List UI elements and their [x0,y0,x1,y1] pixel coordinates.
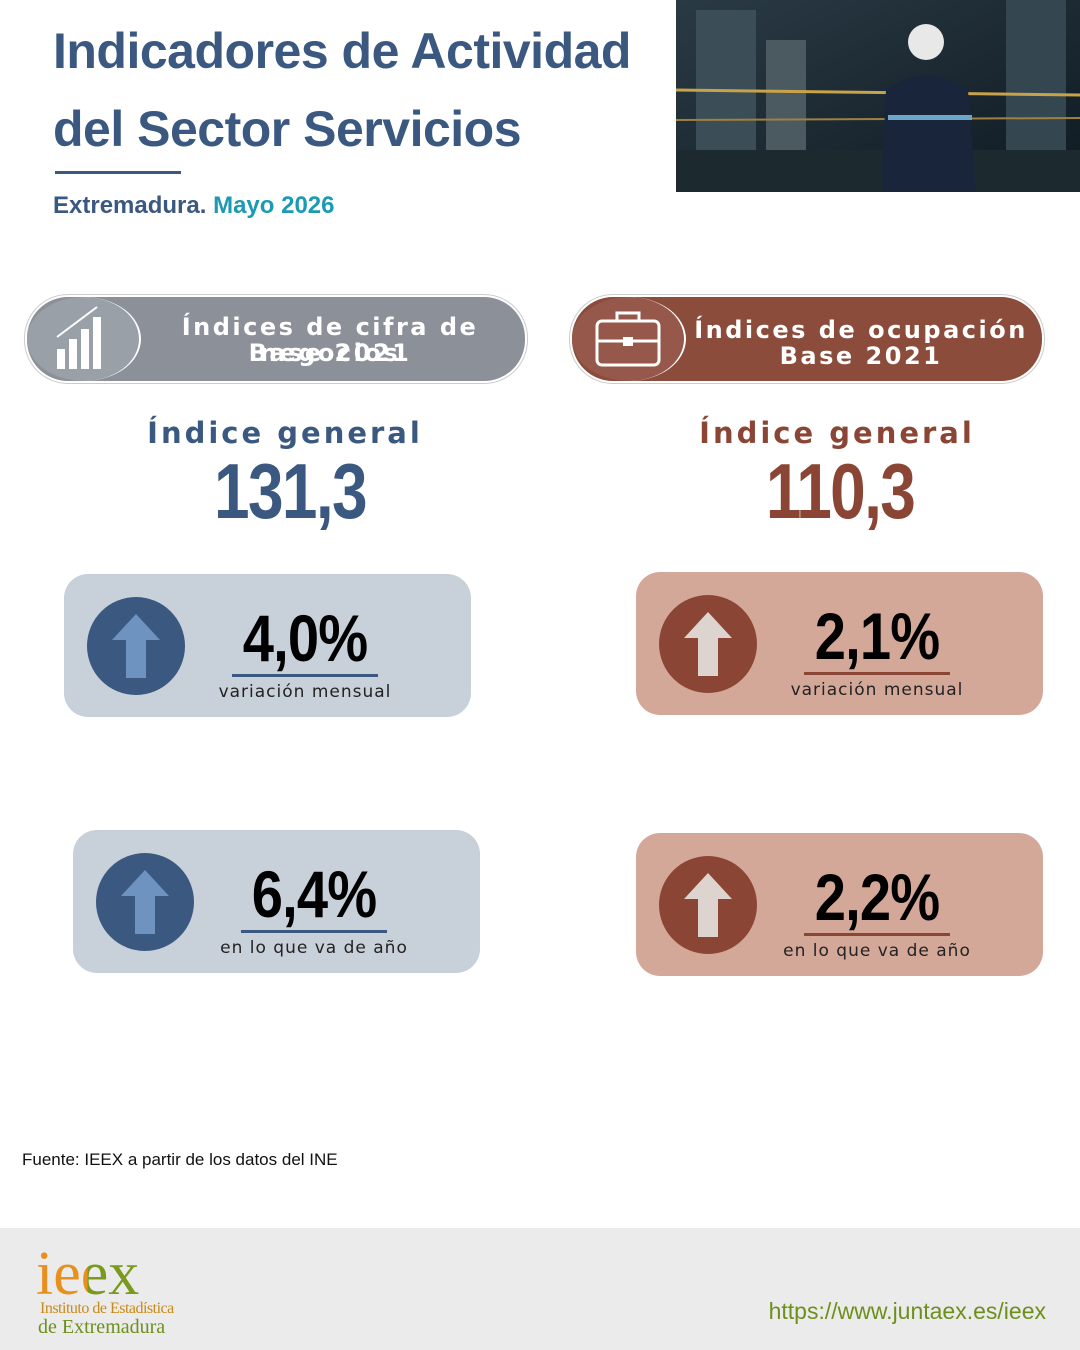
stat-label: en lo que va de año [220,938,408,958]
stat-rule [804,672,950,675]
index-value: 131,3 [214,447,368,535]
panel-header: Índices de ocupación Base 2021 [570,295,1044,383]
subtitle: Extremadura. Mayo 2026 [53,192,334,220]
panel-heading: Base 2021 [779,342,943,370]
index-label: Índice general [147,416,423,450]
chart-icon [56,306,101,369]
source: Fuente: IEEX a partir de los datos del I… [22,1150,338,1169]
stat-card: 2,2% en lo que va de año [636,833,1043,976]
index-value: 110,3 [765,447,916,535]
briefcase-icon [595,311,661,367]
up-arrow-icon [659,595,757,693]
period: Mayo 2026 [213,192,335,219]
stat-value: 6,4% [251,857,377,931]
panel-heading: Índices de cifra de negocios [181,313,479,367]
stat-label: en lo que va de año [783,941,971,961]
url: https://www.juntaex.es/ieex [768,1298,1046,1324]
stat-rule [804,933,950,936]
title-line: del Sector Servicios [53,101,522,157]
stat-label: variación mensual [218,682,392,702]
logo-line: de Extremadura [38,1316,166,1338]
up-arrow-icon [659,856,757,954]
title-line: Indicadores de Actividad [53,23,631,79]
logo: ieex [36,1240,139,1302]
panel-heading: Índices de ocupación [694,316,1028,344]
stat-label: variación mensual [790,680,964,700]
stat-value: 4,0% [242,601,368,675]
stat-rule [232,674,378,677]
icon-circle [572,297,686,381]
up-arrow-icon [96,853,194,951]
footer: ieex Instituto de Estadística de Extrema… [0,1228,1080,1350]
region: Extremadura. [53,192,207,219]
stat-card: 6,4% en lo que va de año [73,830,480,973]
stat-card: 4,0% variación mensual [64,574,471,717]
panel-header: Índices de cifra de negocios Base 2021 [25,295,527,383]
title-rule [55,171,181,174]
header-photo [676,0,1080,192]
logo-line: Instituto de Estadística [40,1300,174,1317]
stat-value: 2,2% [814,860,940,934]
logo-text: ieex [36,1240,139,1302]
panel-heading: Base 2021 [248,339,412,367]
stat-card: 2,1% variación mensual [636,572,1043,715]
stat-rule [241,930,387,933]
index-label: Índice general [699,416,975,450]
icon-circle [27,297,141,381]
up-arrow-icon [87,597,185,695]
stat-value: 2,1% [814,599,940,673]
